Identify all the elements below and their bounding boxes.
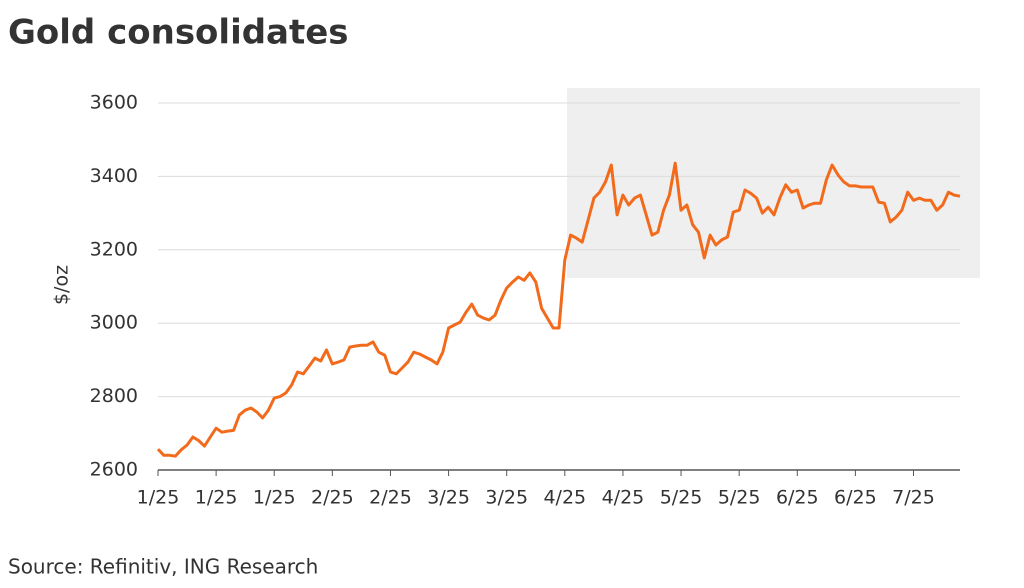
x-tick-label: 6/25 bbox=[834, 487, 877, 509]
y-tick-label: 2600 bbox=[90, 459, 138, 481]
y-axis-label: $/oz bbox=[51, 265, 73, 305]
y-tick-label: 3600 bbox=[90, 92, 138, 114]
x-tick-label: 1/25 bbox=[137, 487, 180, 509]
x-tick-label: 5/25 bbox=[660, 487, 703, 509]
x-tick-label: 3/25 bbox=[485, 487, 528, 509]
source-note: Source: Refinitiv, ING Research bbox=[8, 555, 318, 579]
x-tick-label: 2/25 bbox=[311, 487, 354, 509]
y-tick-label: 3400 bbox=[90, 165, 138, 187]
price-line bbox=[156, 161, 961, 458]
x-tick-label: 4/25 bbox=[602, 487, 645, 509]
x-tick-label: 6/25 bbox=[776, 487, 819, 509]
x-tick-label: 1/25 bbox=[195, 487, 238, 509]
x-tick-label: 3/25 bbox=[427, 487, 470, 509]
x-tick-label: 2/25 bbox=[369, 487, 412, 509]
y-tick-label: 2800 bbox=[90, 385, 138, 407]
x-tick-label: 7/25 bbox=[892, 487, 935, 509]
y-tick-label: 3000 bbox=[90, 312, 138, 334]
y-tick-label: 3200 bbox=[90, 238, 138, 260]
chart-title: Gold consolidates bbox=[8, 13, 349, 53]
x-tick-label: 5/25 bbox=[718, 487, 761, 509]
x-tick-label: 4/25 bbox=[543, 487, 586, 509]
highlight-region bbox=[567, 88, 980, 278]
x-tick-label: 1/25 bbox=[253, 487, 296, 509]
